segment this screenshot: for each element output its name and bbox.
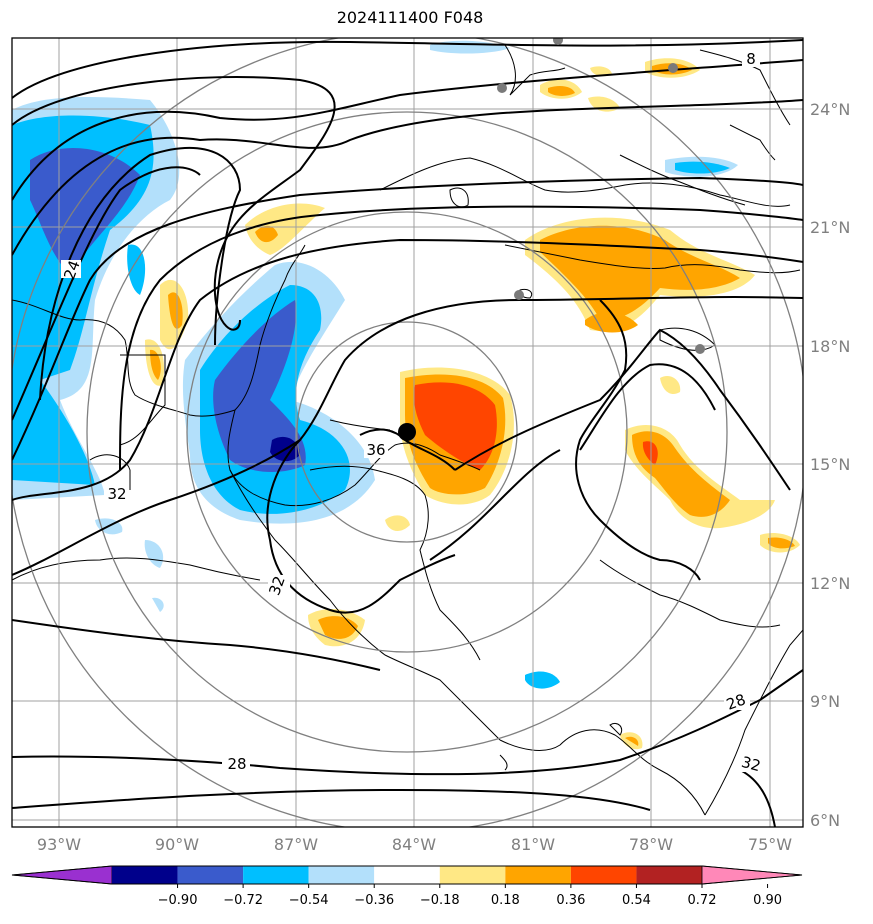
colorbar: −0.90 −0.72 −0.54 −0.36 −0.18 0.18 0.36 0.54 0.7… bbox=[11, 865, 803, 908]
lat-label: 9°N bbox=[810, 692, 840, 711]
contour-label: 32 bbox=[739, 753, 762, 775]
lat-label: 24°N bbox=[810, 100, 850, 119]
colorbar-tick-label: 0.54 bbox=[622, 893, 651, 908]
station-dots bbox=[497, 38, 705, 354]
longitude-labels: 93°W 90°W 87°W 84°W 81°W 78°W 75°W bbox=[37, 835, 792, 854]
lon-label: 78°W bbox=[629, 835, 673, 854]
map-border bbox=[11, 37, 804, 828]
colorbar-extend-high bbox=[701, 865, 803, 885]
colorbar-swatch bbox=[505, 866, 571, 884]
colorbar-extend-low bbox=[11, 865, 113, 885]
range-rings bbox=[12, 38, 803, 827]
lon-label: 84°W bbox=[392, 835, 436, 854]
colorbar-tick-label: −0.36 bbox=[354, 893, 394, 908]
colorbar-tick-label: 0.72 bbox=[688, 893, 717, 908]
colorbar-outline bbox=[11, 865, 803, 885]
colorbar-tick-label: −0.54 bbox=[289, 893, 329, 908]
lat-label: 6°N bbox=[810, 811, 840, 830]
colorbar-swatch bbox=[439, 866, 506, 884]
colorbar-tick-label: 0.36 bbox=[556, 893, 585, 908]
colorbar-swatch bbox=[243, 866, 309, 884]
lat-label: 21°N bbox=[810, 218, 850, 237]
latitude-labels: 24°N 21°N 18°N 15°N 12°N 9°N 6°N bbox=[810, 100, 850, 830]
colorbar-tick-label: −0.18 bbox=[420, 893, 460, 908]
lat-label: 18°N bbox=[810, 337, 850, 356]
contour-label: 8 bbox=[746, 50, 756, 68]
colorbar-tick-label: 0.18 bbox=[491, 893, 520, 908]
storm-center-marker bbox=[398, 423, 416, 441]
contour-label: 32 bbox=[265, 574, 288, 598]
colorbar-swatch bbox=[374, 866, 440, 884]
lon-label: 93°W bbox=[37, 835, 81, 854]
colorbar-swatch bbox=[636, 866, 702, 884]
colorbar-swatch bbox=[308, 866, 375, 884]
colorbar-swatch bbox=[570, 866, 637, 884]
lon-label: 75°W bbox=[748, 835, 792, 854]
lat-label: 12°N bbox=[810, 574, 850, 593]
contour-label: 28 bbox=[724, 690, 748, 713]
contour-label-group: 8 24 32 36 32 28 28 32 bbox=[60, 49, 764, 775]
colorbar-tick-label: −0.90 bbox=[158, 893, 198, 908]
contour-label: 28 bbox=[227, 755, 246, 773]
lon-label: 87°W bbox=[274, 835, 318, 854]
colorbar-tick-label: 0.90 bbox=[753, 893, 782, 908]
lon-label: 90°W bbox=[155, 835, 199, 854]
map-title: 2024111400 F048 bbox=[336, 8, 484, 27]
lon-label: 81°W bbox=[511, 835, 555, 854]
contour-label: 24 bbox=[60, 258, 83, 282]
lat-label: 15°N bbox=[810, 455, 850, 474]
colorbar-swatch bbox=[177, 866, 244, 884]
colorbar-tick-label: −0.72 bbox=[223, 893, 263, 908]
colorbar-swatch bbox=[112, 866, 178, 884]
contour-label: 32 bbox=[107, 485, 126, 503]
contour-label: 36 bbox=[366, 441, 385, 459]
